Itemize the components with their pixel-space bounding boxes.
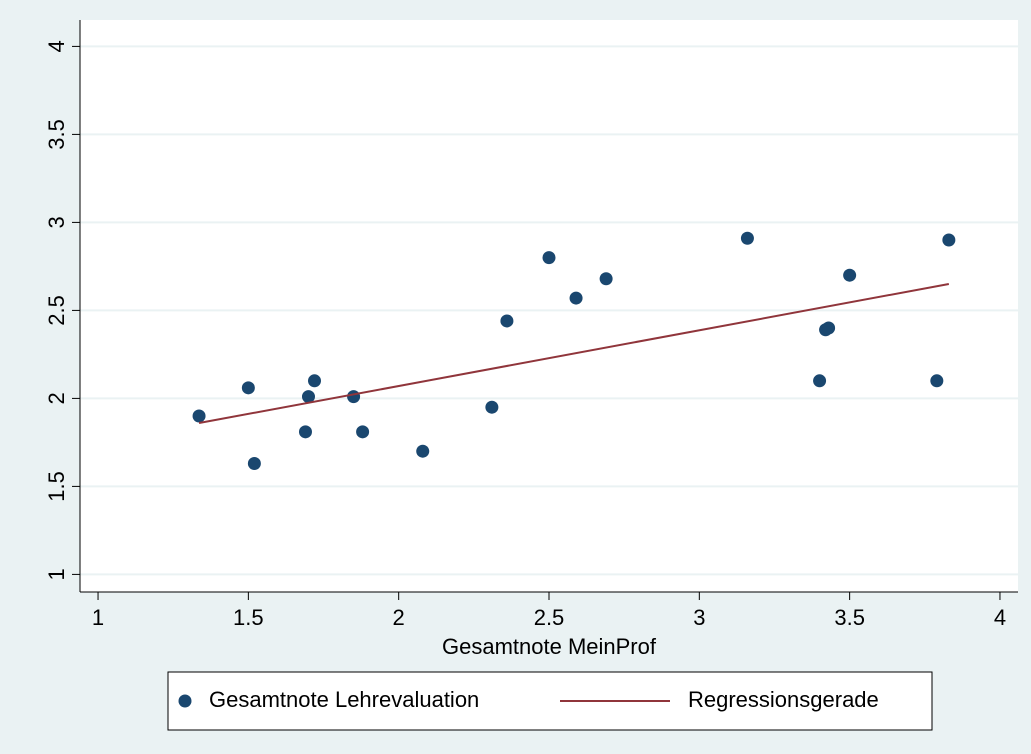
x-tick-label: 3.5 xyxy=(834,605,865,630)
y-tick-label: 1.5 xyxy=(44,471,69,502)
scatter-point xyxy=(416,444,430,458)
y-tick-label: 4 xyxy=(44,40,69,52)
y-tick-label: 3 xyxy=(44,216,69,228)
x-axis-label: Gesamtnote MeinProf xyxy=(442,634,657,659)
scatter-point xyxy=(485,400,499,414)
scatter-point xyxy=(301,390,315,404)
scatter-point xyxy=(822,321,836,335)
scatter-point xyxy=(241,381,255,395)
x-tick-label: 3 xyxy=(693,605,705,630)
legend xyxy=(167,671,933,731)
y-tick-label: 2 xyxy=(44,392,69,404)
scatter-point xyxy=(740,231,754,245)
scatter-point xyxy=(500,314,514,328)
scatter-point xyxy=(247,457,261,471)
scatter-point xyxy=(569,291,583,305)
x-tick-label: 4 xyxy=(994,605,1006,630)
scatter-point xyxy=(192,409,206,423)
regression-line xyxy=(198,283,950,425)
scatter-point xyxy=(843,268,857,282)
scatter-point xyxy=(347,390,361,404)
legend-symbol xyxy=(178,694,192,708)
y-tick-label: 3.5 xyxy=(44,119,69,150)
scatter-point xyxy=(942,233,956,247)
x-tick-label: 1.5 xyxy=(233,605,264,630)
scatter-point xyxy=(356,425,370,439)
x-tick-label: 2 xyxy=(393,605,405,630)
scatter-point xyxy=(599,272,613,286)
plot-area xyxy=(80,20,1018,592)
x-tick-label: 1 xyxy=(92,605,104,630)
legend-label: Gesamtnote Lehrevaluation xyxy=(209,687,479,712)
y-tick-label: 2.5 xyxy=(44,295,69,326)
y-tick-label: 1 xyxy=(44,568,69,580)
scatter-point xyxy=(542,251,556,265)
scatter-point xyxy=(298,425,312,439)
scatter-point xyxy=(813,374,827,388)
scatter-point xyxy=(930,374,944,388)
legend-label: Regressionsgerade xyxy=(688,687,879,712)
x-tick-label: 2.5 xyxy=(534,605,565,630)
scatter-point xyxy=(308,374,321,388)
